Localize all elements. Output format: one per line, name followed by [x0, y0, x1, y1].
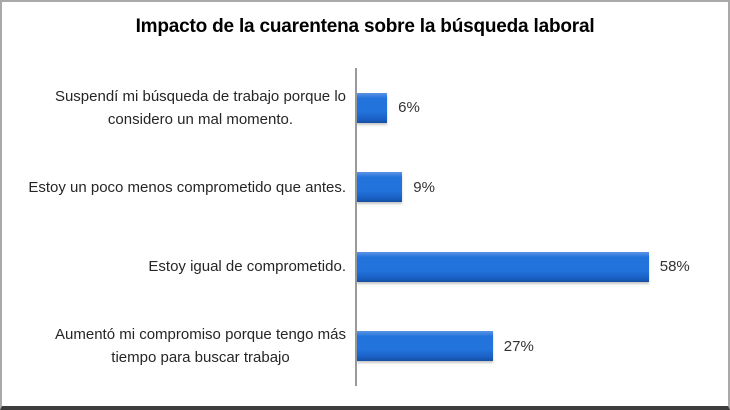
category-label-cell: Estoy un poco menos comprometido que ant…	[2, 148, 355, 228]
chart-row: Estoy un poco menos comprometido que ant…	[2, 147, 728, 228]
bar-zone: 6%	[355, 68, 728, 148]
category-label-cell: Estoy igual de comprometido.	[2, 227, 355, 307]
plot-area: Suspendí mi búsqueda de trabajo porque l…	[2, 68, 728, 386]
bar-zone: 9%	[355, 147, 728, 227]
chart-row: Aumentó mi compromiso porque tengo más t…	[2, 306, 728, 387]
value-label: 9%	[413, 178, 435, 196]
bar-zone: 58%	[355, 227, 728, 307]
category-label: Suspendí mi búsqueda de trabajo porque l…	[54, 87, 346, 128]
bar	[357, 251, 649, 282]
bar	[357, 92, 388, 123]
bar-zone: 27%	[355, 306, 728, 386]
chart-row: Estoy igual de comprometido. 58%	[2, 227, 728, 307]
value-label: 6%	[398, 99, 420, 117]
value-label: 58%	[659, 258, 690, 276]
bar	[357, 331, 493, 362]
category-label-cell: Suspendí mi búsqueda de trabajo porque l…	[2, 68, 355, 148]
value-label: 27%	[503, 337, 534, 355]
chart-row: Suspendí mi búsqueda de trabajo porque l…	[2, 68, 728, 148]
category-label: Estoy igual de comprometido.	[148, 258, 346, 276]
bar	[357, 172, 403, 203]
category-label-cell: Aumentó mi compromiso porque tengo más t…	[2, 307, 355, 387]
category-label: Estoy un poco menos comprometido que ant…	[28, 178, 346, 196]
chart-title: Impacto de la cuarentena sobre la búsque…	[135, 16, 595, 37]
category-label: Aumentó mi compromiso porque tengo más t…	[55, 326, 346, 367]
